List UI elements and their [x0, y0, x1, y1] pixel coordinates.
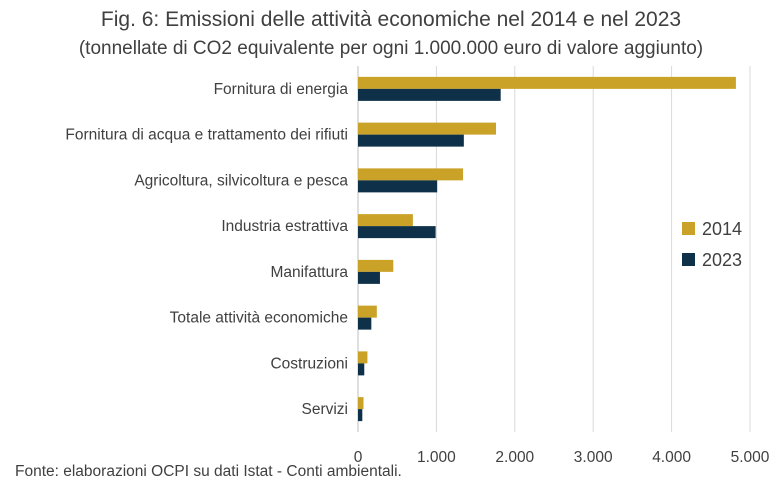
category-label: Fornitura di acqua e trattamento dei rif… — [65, 127, 348, 144]
bar-2014 — [358, 76, 736, 89]
bar-2014 — [358, 214, 413, 227]
bar-2014 — [358, 351, 368, 364]
category-label: Manifattura — [270, 264, 348, 281]
category-label: Costruzioni — [270, 355, 348, 372]
bar-2023 — [358, 180, 438, 193]
bar-2023 — [358, 88, 501, 101]
bar-2014 — [358, 259, 394, 272]
bar-2023 — [358, 134, 464, 147]
bar-2023 — [358, 409, 363, 422]
bar-2014 — [358, 397, 364, 410]
legend-label-2023: 2023 — [702, 250, 742, 270]
x-tick-label: 1.000 — [417, 449, 456, 466]
category-label: Servizi — [301, 401, 348, 418]
x-tick-label: 3.000 — [574, 449, 613, 466]
category-label: Totale attività economiche — [170, 310, 348, 327]
x-tick-label: 4.000 — [652, 449, 691, 466]
bar-2014 — [358, 305, 377, 318]
legend-swatch-2023 — [682, 253, 695, 266]
legend-swatch-2014 — [682, 222, 695, 235]
chart-subtitle: (tonnellate di CO2 equivalente per ogni … — [78, 38, 704, 59]
bar-2023 — [358, 271, 380, 284]
x-tick-label: 5.000 — [731, 449, 770, 466]
x-tick-label: 0 — [354, 449, 363, 466]
bar-2014 — [358, 168, 464, 181]
source-footnote: Fonte: elaborazioni OCPI su dati Istat -… — [15, 463, 402, 480]
bar-2014 — [358, 122, 496, 135]
category-label: Agricoltura, silvicoltura e pesca — [134, 172, 348, 189]
x-tick-label: 2.000 — [495, 449, 534, 466]
bar-2023 — [358, 226, 436, 239]
category-label: Industria estrattiva — [221, 218, 348, 235]
legend-label-2014: 2014 — [702, 219, 742, 239]
bar-2023 — [358, 363, 365, 376]
bar-2023 — [358, 317, 372, 330]
category-label: Fornitura di energia — [214, 81, 349, 98]
chart-title: Fig. 6: Emissioni delle attività economi… — [100, 8, 682, 31]
